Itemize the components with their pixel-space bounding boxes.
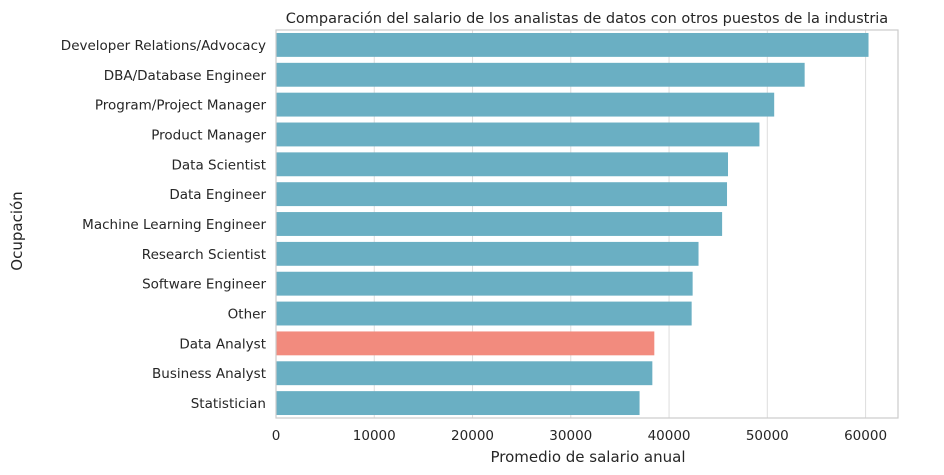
bar (276, 361, 653, 386)
x-tick-labels: 0 10000 20000 30000 40000 50000 60000 (272, 428, 887, 444)
y-tick-label: DBA/Database Engineer (104, 68, 267, 84)
y-tick-label: Data Engineer (169, 187, 266, 203)
y-tick-label: Business Analyst (152, 366, 266, 382)
bar (276, 32, 869, 57)
x-tick-label: 20000 (451, 428, 494, 444)
x-tick-label: 50000 (746, 428, 789, 444)
x-axis-label: Promedio de salario anual (491, 448, 686, 466)
x-tick-label: 40000 (648, 428, 691, 444)
bars (276, 32, 869, 416)
y-tick-label: Statistician (191, 396, 266, 412)
bar (276, 391, 640, 416)
y-tick-labels: Developer Relations/Advocacy DBA/Database… (61, 38, 267, 412)
y-tick-label: Other (228, 307, 267, 323)
plot-frame (275, 29, 899, 419)
bar (276, 122, 760, 147)
y-tick-label: Data Scientist (172, 157, 267, 173)
bar (276, 301, 692, 326)
x-tick-label: 60000 (844, 428, 887, 444)
y-tick-label: Product Manager (151, 127, 266, 143)
bar (276, 271, 693, 296)
bar (276, 152, 729, 177)
bar (276, 92, 775, 117)
chart-title: Comparación del salario de los analistas… (286, 11, 888, 27)
bar (276, 331, 655, 356)
bar (276, 62, 805, 87)
x-tick-label: 0 (272, 428, 281, 444)
y-tick-label: Software Engineer (142, 277, 266, 293)
x-tick-label: 10000 (353, 428, 396, 444)
bar (276, 241, 699, 266)
bar (276, 212, 723, 236)
y-tick-label: Machine Learning Engineer (82, 217, 266, 233)
y-tick-label: Program/Project Manager (95, 98, 267, 114)
y-tick-label: Developer Relations/Advocacy (61, 38, 266, 54)
y-tick-label: Data Analyst (179, 336, 266, 352)
x-tick-label: 30000 (549, 428, 592, 444)
bar (276, 182, 728, 207)
y-tick-label: Research Scientist (142, 247, 266, 263)
y-axis-label: Ocupación (8, 191, 26, 270)
